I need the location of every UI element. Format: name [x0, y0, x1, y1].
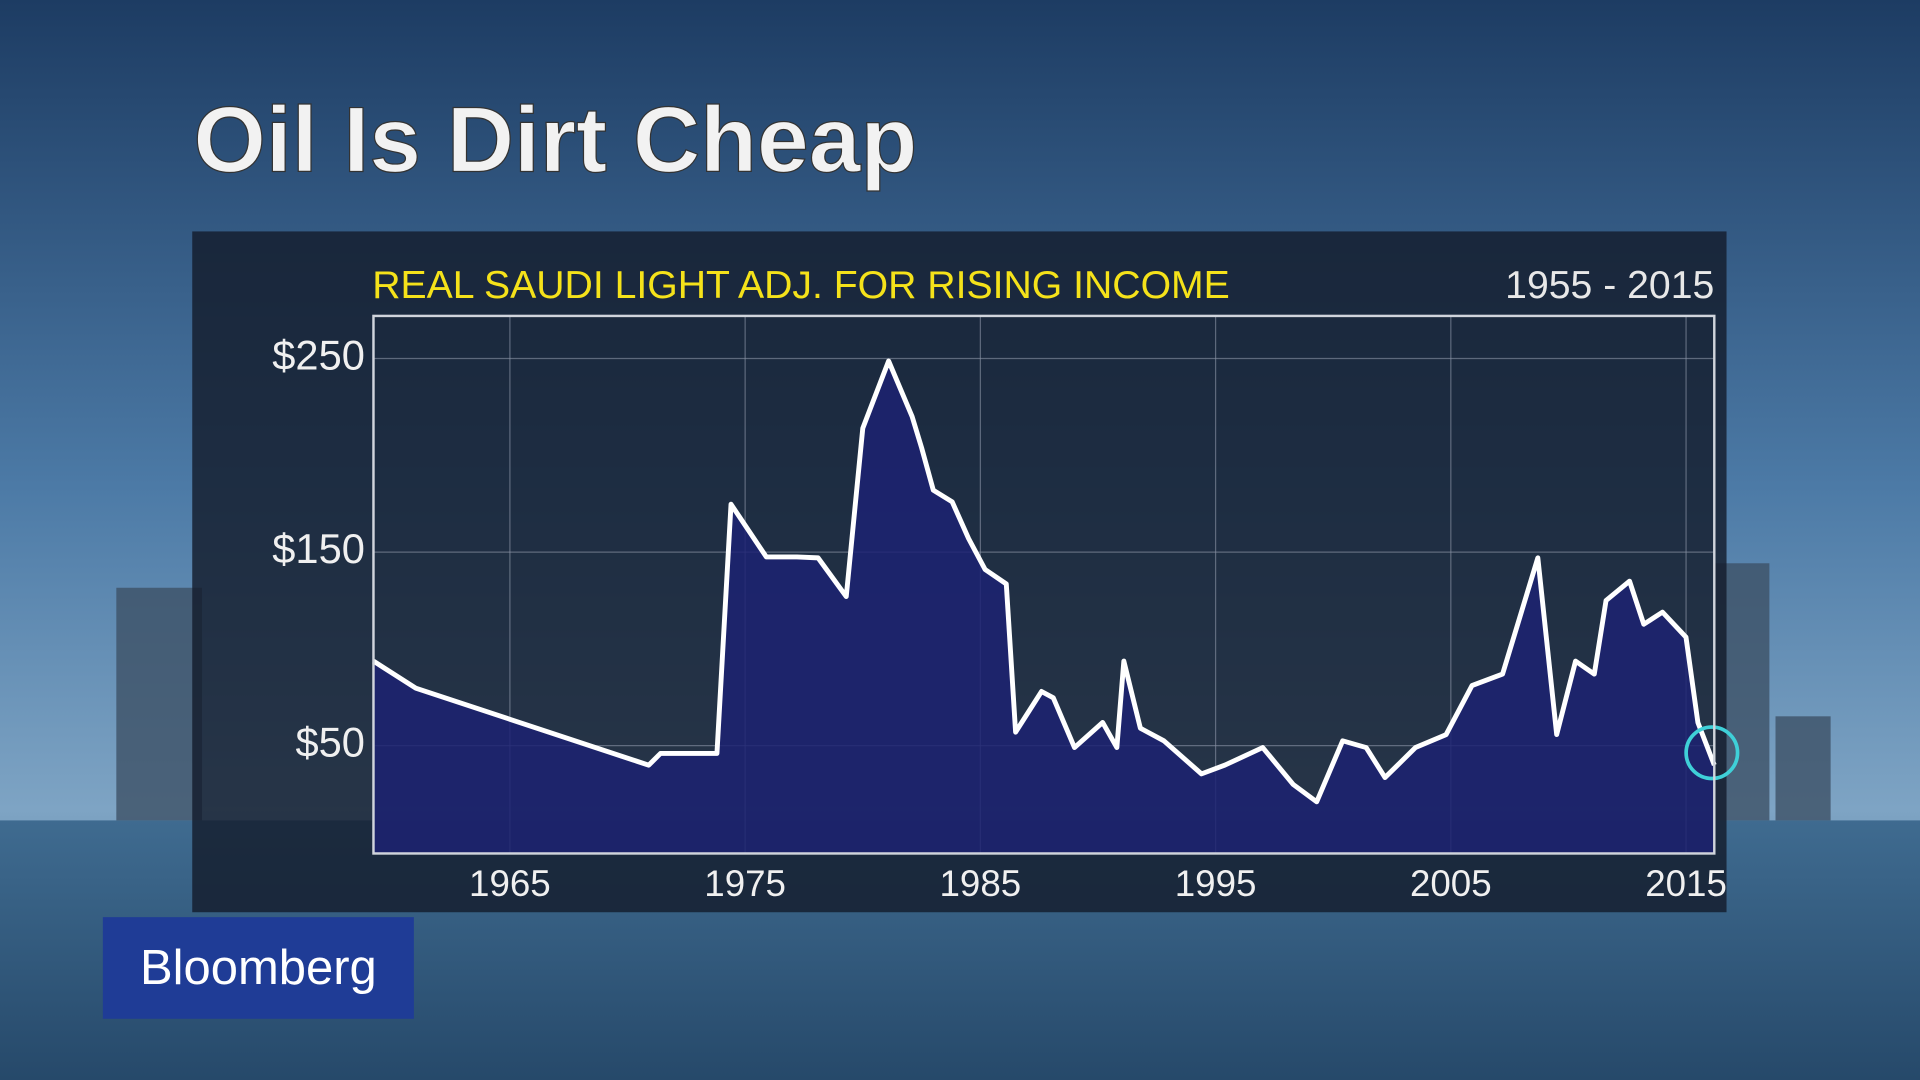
y-tick-label: $250 [272, 332, 365, 379]
chart-title: REAL SAUDI LIGHT ADJ. FOR RISING INCOME [372, 264, 1230, 307]
x-tick-label: 1975 [704, 863, 786, 904]
x-tick-label: 1985 [940, 863, 1022, 904]
brand-logo: Bloomberg [140, 941, 377, 995]
headline: Oil Is Dirt Cheap [193, 88, 917, 192]
x-tick-label: 2015 [1645, 863, 1727, 904]
chart-subtitle: 1955 - 2015 [1505, 264, 1714, 307]
highlight-ring [1684, 725, 1740, 781]
x-tick-label: 1995 [1175, 863, 1257, 904]
plot: $50 $150 $250 1965 1975 1985 1995 2005 2015 [272, 314, 1740, 904]
x-tick-label: 1965 [469, 863, 551, 904]
line [372, 358, 1717, 805]
plot-frame [372, 314, 1716, 855]
brand-box [102, 917, 414, 1019]
y-tick-label: $150 [272, 525, 365, 572]
area [373, 360, 1715, 854]
x-tick-label: 2005 [1410, 863, 1492, 904]
y-tick-label: $50 [295, 719, 364, 766]
